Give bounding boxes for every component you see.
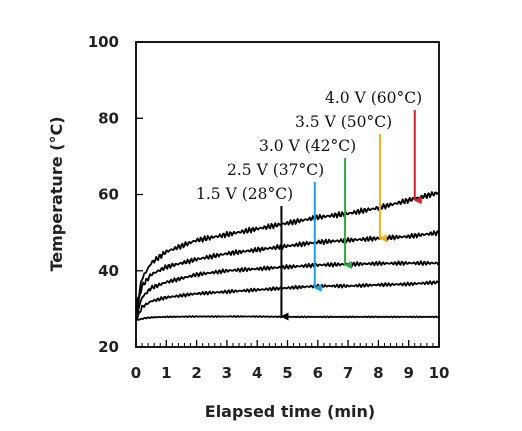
- y-tick-label: 80: [98, 109, 119, 127]
- series-line: [135, 260, 440, 317]
- annotation-label: 3.5 V (50°C): [295, 113, 392, 131]
- x-tick-label: 8: [373, 364, 383, 382]
- annotations: 1.5 V (28°C) 2.5 V (37°C) 3.0 V (42°C) 3.5 …: [196, 89, 422, 321]
- x-tick-label: 0: [131, 364, 141, 382]
- y-tick-label: 20: [98, 338, 119, 356]
- series-lines: [135, 191, 440, 322]
- x-tick-label: 9: [403, 364, 413, 382]
- series-line: [135, 280, 440, 322]
- x-tick-label: 3: [222, 364, 232, 382]
- y-axis-title: Temperature (°C): [47, 116, 66, 271]
- y-tick-label: 60: [98, 186, 119, 204]
- x-minor-ticks: [141, 343, 434, 347]
- annotation-label: 2.5 V (37°C): [227, 161, 324, 179]
- x-tick-label: 10: [429, 364, 450, 382]
- x-tick-label: 5: [282, 364, 292, 382]
- series-line: [135, 191, 440, 309]
- annotation-label: 3.0 V (42°C): [259, 137, 356, 155]
- annotation-label: 1.5 V (28°C): [196, 185, 293, 203]
- y-tick-labels: 20 40 60 80 100: [88, 33, 143, 356]
- x-tick-label: 6: [313, 364, 323, 382]
- x-tick-label: 1: [161, 364, 171, 382]
- x-tick-label: 2: [191, 364, 201, 382]
- x-tick-label: 4: [252, 364, 262, 382]
- y-tick-label: 100: [88, 33, 119, 51]
- series-line: [135, 315, 440, 322]
- x-tick-labels: 0 1 2 3 4 5 6 7 8 9 10: [131, 340, 450, 382]
- x-axis-title: Elapsed time (min): [205, 402, 375, 421]
- x-tick-label: 7: [343, 364, 353, 382]
- annotation-label: 4.0 V (60°C): [325, 89, 422, 107]
- series-line: [135, 230, 440, 313]
- y-tick-label: 40: [98, 262, 119, 280]
